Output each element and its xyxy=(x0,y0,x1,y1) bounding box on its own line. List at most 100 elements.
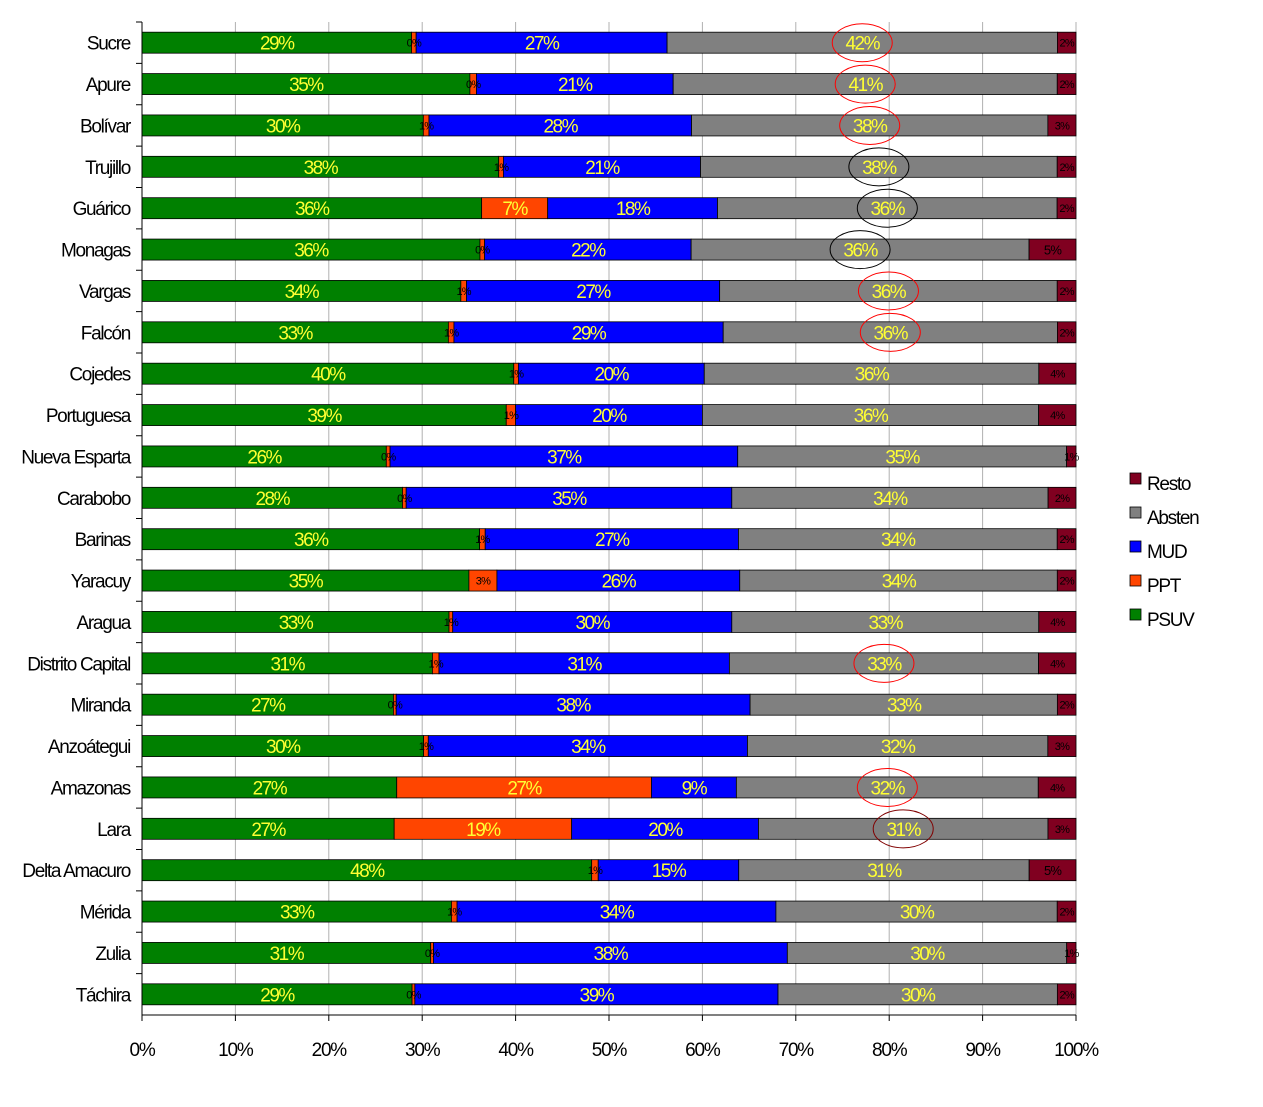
category-labels: Sucre Apure Bolívar Trujillo Guárico Monagas V… xyxy=(21,34,133,1007)
data-label: 2% xyxy=(1059,162,1074,174)
data-label: 19% xyxy=(466,820,501,841)
annotation-ellipse xyxy=(859,312,921,352)
category-label: Monagas xyxy=(61,241,131,262)
data-label: 27% xyxy=(525,34,560,55)
data-label: 27% xyxy=(595,530,630,551)
data-label: 4% xyxy=(1050,782,1065,794)
category-label: Anzoátegui xyxy=(48,737,130,758)
annotation-ellipse xyxy=(872,809,934,849)
data-label: 3% xyxy=(1055,824,1070,836)
data-label: 1% xyxy=(509,369,524,381)
data-label: 34% xyxy=(882,572,917,593)
data-label: 38% xyxy=(853,116,888,137)
data-label: 3% xyxy=(476,576,491,588)
data-label: 1% xyxy=(419,120,434,132)
category-label: Distrito Capital xyxy=(27,654,130,675)
bar-segment xyxy=(1066,942,1077,964)
bar-segment xyxy=(1056,155,1077,178)
x-tick-label: 50% xyxy=(592,1040,628,1061)
data-label: 33% xyxy=(278,323,313,344)
data-label: 33% xyxy=(867,654,902,675)
data-label: 38% xyxy=(556,696,591,717)
data-label: 21% xyxy=(558,75,593,96)
data-label: 1% xyxy=(504,410,519,422)
annotation-ellipse xyxy=(856,188,918,228)
data-label: 36% xyxy=(872,282,907,303)
data-label: 2% xyxy=(1059,534,1074,546)
data-label: 29% xyxy=(572,323,607,344)
data-label: 41% xyxy=(848,75,883,96)
data-label: 3% xyxy=(1055,120,1070,132)
x-tick-label: 20% xyxy=(312,1040,348,1061)
data-label: 26% xyxy=(247,447,282,468)
data-label: 5% xyxy=(1044,243,1062,258)
data-label: 1% xyxy=(475,534,490,546)
bar-segment xyxy=(1066,445,1077,468)
data-label: 1% xyxy=(494,162,509,174)
data-label: 2% xyxy=(1060,700,1075,712)
category-label: Delta Amacuro xyxy=(22,861,130,882)
x-tick-label: 40% xyxy=(498,1040,534,1061)
data-label: 29% xyxy=(260,985,295,1006)
data-label: 18% xyxy=(616,199,651,220)
grid-lines xyxy=(141,22,1077,1015)
data-label: 28% xyxy=(543,116,578,137)
data-label: 26% xyxy=(602,572,637,593)
axes xyxy=(136,21,1077,1021)
data-label: 33% xyxy=(887,696,922,717)
data-label: 3% xyxy=(1055,741,1070,753)
category-label: Zulia xyxy=(95,944,131,965)
data-label: 27% xyxy=(576,282,611,303)
bar-segment xyxy=(1056,983,1077,1006)
data-label: 31% xyxy=(270,944,305,965)
bar-segment xyxy=(1056,569,1077,592)
data-label: 2% xyxy=(1055,493,1070,505)
data-label: 36% xyxy=(295,199,330,220)
data-label: 21% xyxy=(585,158,620,179)
data-label: 35% xyxy=(885,447,920,468)
data-label: 1% xyxy=(1064,451,1079,463)
data-label: 0% xyxy=(381,451,396,463)
data-label: 34% xyxy=(285,282,320,303)
data-label: 1% xyxy=(1064,948,1079,960)
data-label: 36% xyxy=(843,241,878,262)
legend-label: MUD xyxy=(1147,542,1187,563)
bar-segment xyxy=(1057,321,1077,344)
x-tick-label: 0% xyxy=(129,1040,155,1061)
data-label: 27% xyxy=(507,778,542,799)
x-tick-label: 100% xyxy=(1054,1040,1099,1061)
annotation-ellipse xyxy=(848,147,910,187)
bar-segment xyxy=(1056,693,1077,716)
data-label: 2% xyxy=(1060,576,1075,588)
bar-segment xyxy=(1047,735,1077,757)
bars xyxy=(141,31,1077,1006)
bar-segment xyxy=(1056,280,1077,302)
data-label: 0% xyxy=(466,79,481,91)
data-label: 15% xyxy=(652,861,687,882)
data-label: 38% xyxy=(594,944,629,965)
data-label: 1% xyxy=(588,865,603,877)
data-label: 1% xyxy=(447,907,462,919)
legend-swatch xyxy=(1129,472,1142,485)
data-label: 4% xyxy=(1050,369,1065,381)
legend: Resto Absten MUD PPT PSUV xyxy=(1129,472,1200,631)
x-tick-label: 10% xyxy=(218,1040,254,1061)
bar-segment xyxy=(1056,528,1077,551)
annotation-ellipse xyxy=(831,23,893,63)
category-label: Yaracuy xyxy=(71,572,132,593)
data-label: 2% xyxy=(1059,907,1074,919)
data-label: 36% xyxy=(855,365,890,386)
x-tick-labels: 0% 10% 20% 30% 40% 50% 60% 70% 80% 90% 100% xyxy=(129,1040,1100,1061)
data-label: 2% xyxy=(1060,989,1075,1001)
data-label: 36% xyxy=(871,199,906,220)
data-label: 1% xyxy=(419,741,434,753)
data-label: 29% xyxy=(260,34,295,55)
data-label: 1% xyxy=(444,327,459,339)
data-label: 2% xyxy=(1059,203,1074,215)
data-label: 0% xyxy=(425,948,440,960)
data-label: 0% xyxy=(475,245,490,257)
x-tick-label: 80% xyxy=(872,1040,908,1061)
x-tick-label: 90% xyxy=(965,1040,1001,1061)
category-label: Falcón xyxy=(81,323,131,344)
